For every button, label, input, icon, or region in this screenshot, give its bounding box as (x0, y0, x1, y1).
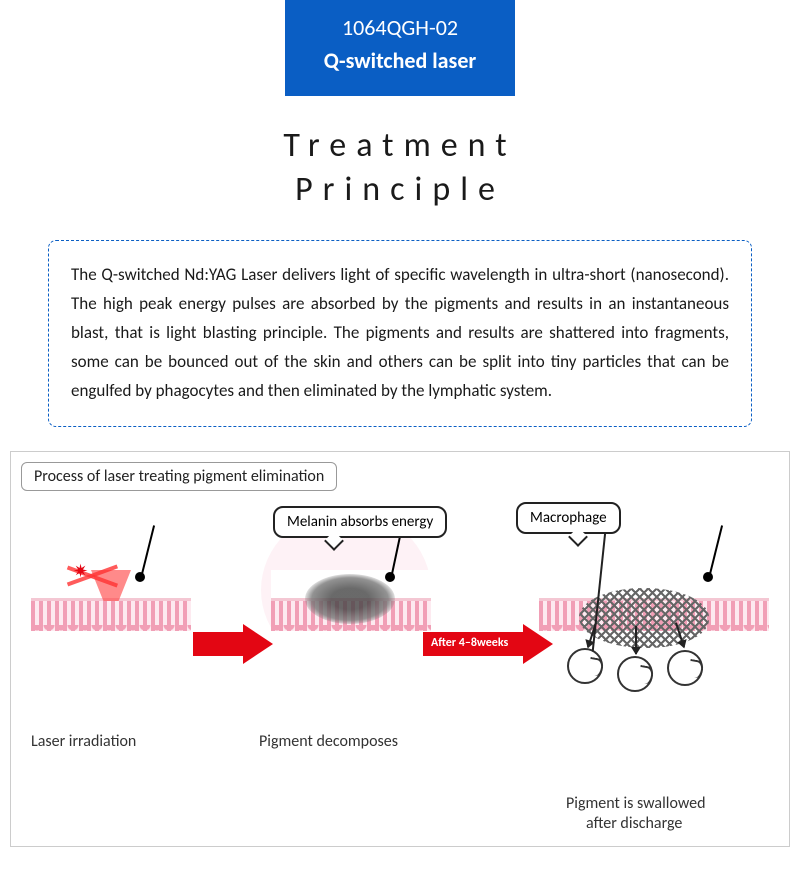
follicle-icon (703, 572, 713, 582)
duration-label: After 4–8weeks (431, 636, 508, 650)
title-line-2: Principle (0, 168, 800, 212)
stage-3-skin (539, 570, 769, 700)
stage-3-caption-l2: after discharge (586, 814, 682, 833)
model-code: 1064QGH-02 (295, 14, 505, 41)
follicle-icon (135, 572, 145, 582)
macrophage-icon (567, 648, 603, 684)
process-diagram: Process of laser treating pigment elimin… (10, 451, 790, 847)
hair-icon (141, 525, 155, 574)
product-subtitle: Q-switched laser (295, 47, 505, 74)
flow-arrow-icon: After 4–8weeks (423, 624, 553, 664)
title-line-1: Treatment (0, 124, 800, 168)
page-title: Treatment Principle (0, 124, 800, 212)
small-arrow-icon (635, 626, 637, 654)
stage-1-caption: Laser irradiation (31, 732, 136, 751)
stage-2-caption: Pigment decomposes (259, 732, 398, 751)
hair-icon (709, 525, 723, 574)
callout-macrophage: Macrophage (516, 502, 621, 534)
description-box: The Q-switched Nd:YAG Laser delivers lig… (48, 240, 752, 426)
stage-2-skin (271, 570, 431, 700)
follicle-icon (385, 572, 395, 582)
stage-3-caption-l1: Pigment is swallowed (566, 794, 705, 813)
process-title-tag: Process of laser treating pigment elimin… (21, 462, 337, 491)
macrophage-icon (617, 656, 653, 692)
callout-melanin: Melanin absorbs energy (273, 506, 447, 538)
macrophage-icon (667, 650, 703, 686)
stage-1-skin: ✷ (31, 570, 191, 700)
flow-arrow-icon (193, 624, 273, 664)
description-text: The Q-switched Nd:YAG Laser delivers lig… (71, 264, 729, 401)
product-header: 1064QGH-02 Q-switched laser (285, 0, 515, 96)
pigment-blob-icon (305, 574, 395, 624)
